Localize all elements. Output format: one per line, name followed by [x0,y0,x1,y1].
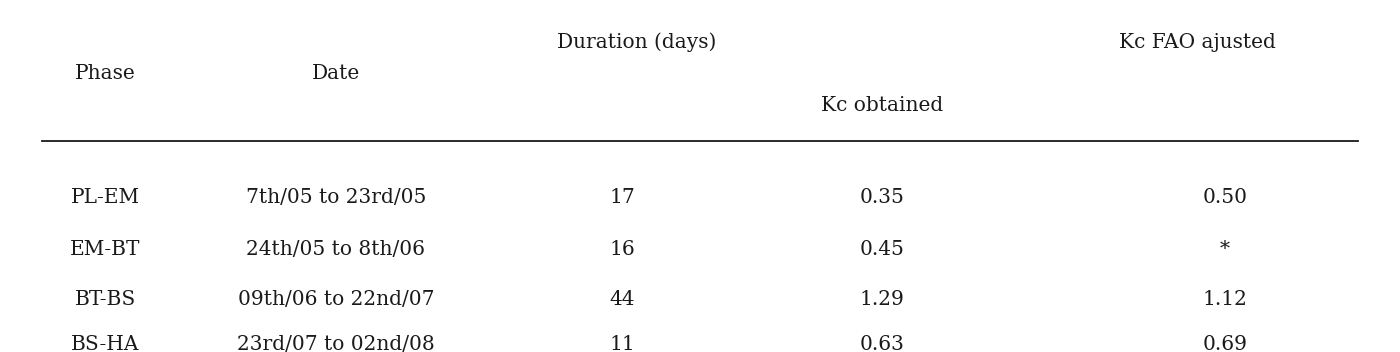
Text: EM-BT: EM-BT [70,240,140,259]
Text: 16: 16 [609,240,634,259]
Text: 1.12: 1.12 [1203,290,1247,309]
Text: 09th/06 to 22nd/07: 09th/06 to 22nd/07 [238,290,434,309]
Text: 1.29: 1.29 [860,290,904,309]
Text: 0.69: 0.69 [1203,335,1247,352]
Text: Kc FAO ajusted: Kc FAO ajusted [1119,33,1275,52]
Text: 44: 44 [609,290,634,309]
Text: 0.50: 0.50 [1203,188,1247,207]
Text: 0.63: 0.63 [860,335,904,352]
Text: 24th/05 to 8th/06: 24th/05 to 8th/06 [246,240,426,259]
Text: BS-HA: BS-HA [71,335,139,352]
Text: 23rd/07 to 02nd/08: 23rd/07 to 02nd/08 [237,335,435,352]
Text: 7th/05 to 23rd/05: 7th/05 to 23rd/05 [246,188,426,207]
Text: 17: 17 [609,188,634,207]
Text: Kc obtained: Kc obtained [820,96,944,115]
Text: *: * [1219,240,1231,259]
Text: Phase: Phase [74,64,136,83]
Text: 0.45: 0.45 [860,240,904,259]
Text: Date: Date [312,64,360,83]
Text: BT-BS: BT-BS [74,290,136,309]
Text: 11: 11 [609,335,634,352]
Text: 0.35: 0.35 [860,188,904,207]
Text: PL-EM: PL-EM [70,188,140,207]
Text: Duration (days): Duration (days) [557,32,717,52]
